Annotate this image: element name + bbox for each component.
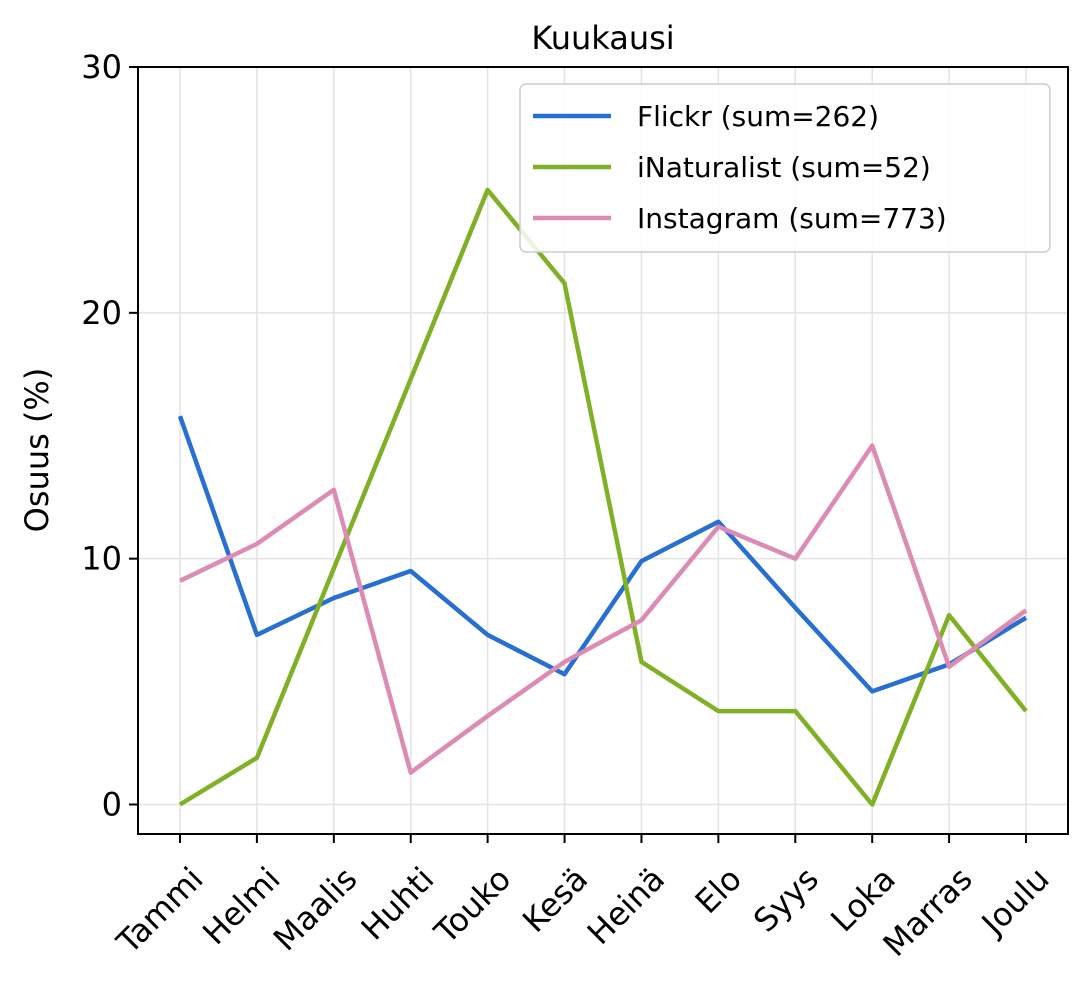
plot-frame	[137, 66, 1069, 835]
legend-label-2: Instagram (sum=773)	[637, 202, 947, 235]
y-axis-ticks: 0 10 20 30	[81, 48, 138, 824]
x-tick-label: Heinä	[580, 860, 672, 952]
y-tick-label: 10	[81, 540, 122, 578]
series-line-2	[179, 443, 1028, 775]
legend-label-1: iNaturalist (sum=52)	[637, 151, 931, 184]
y-tick-label: 30	[81, 48, 122, 86]
y-axis-label: Osuus (%)	[18, 368, 56, 533]
x-tick-label: Joulu	[973, 860, 1057, 944]
x-tick-label: Tammi	[109, 860, 211, 962]
x-tick-label: Huhti	[354, 860, 442, 948]
series-line-0	[177, 415, 1028, 694]
legend: Flickr (sum=262) iNaturalist (sum=52) Inst…	[519, 83, 1051, 253]
y-tick-label: 20	[81, 294, 122, 332]
y-tick-label: 0	[102, 786, 122, 824]
x-tick-label: Elo	[688, 860, 749, 921]
series-line-1	[178, 187, 1028, 807]
chart-title: Kuukausi	[531, 19, 674, 57]
x-tick-label: Syys	[746, 860, 826, 940]
x-tick-label: Touko	[426, 860, 518, 952]
series-lines	[177, 187, 1028, 807]
legend-frame	[519, 83, 1051, 253]
legend-label-0: Flickr (sum=262)	[637, 100, 879, 133]
x-tick-label: Maalis	[266, 860, 364, 958]
